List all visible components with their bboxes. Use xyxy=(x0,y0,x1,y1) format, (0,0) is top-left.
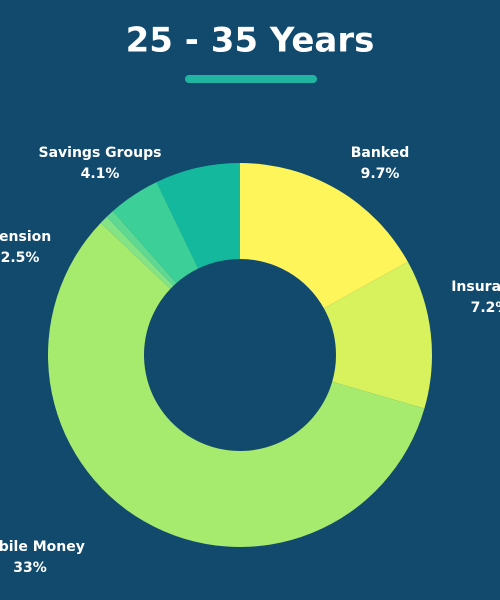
donut-slice xyxy=(112,182,199,284)
slice-value-label: 2.5% xyxy=(1,250,40,266)
donut-slice xyxy=(106,211,177,286)
slice-value-label: 4.1% xyxy=(81,166,120,182)
slice-label: Mobile Money xyxy=(0,539,85,555)
donut-slice xyxy=(240,163,408,309)
slice-value-label: 7.2% xyxy=(471,300,500,316)
donut-slice xyxy=(323,261,432,409)
slice-value-label: 9.7% xyxy=(361,166,400,182)
title-underline xyxy=(185,75,317,83)
slice-label: Insurance xyxy=(451,279,500,295)
chart-title: 25 - 35 Years xyxy=(126,21,375,61)
donut-slice xyxy=(48,222,425,547)
slice-value-label: 33% xyxy=(13,560,47,576)
donut-slice xyxy=(156,163,240,269)
donut-slice xyxy=(100,216,174,289)
slice-label: Banked xyxy=(351,145,410,161)
slice-label: Pension xyxy=(0,229,51,245)
slice-label: Savings Groups xyxy=(39,145,162,161)
